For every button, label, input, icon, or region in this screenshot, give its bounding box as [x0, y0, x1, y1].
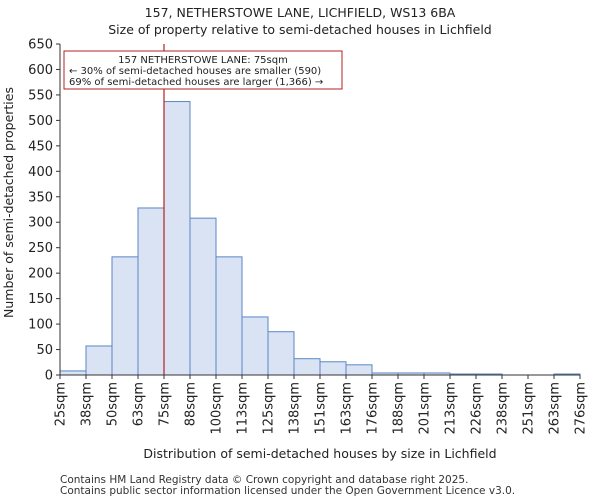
x-tick-label: 201sqm: [418, 382, 433, 435]
y-tick-label: 550: [28, 88, 53, 103]
y-tick-label: 200: [28, 267, 53, 282]
x-tick-label: 151sqm: [314, 382, 329, 435]
y-tick-label: 100: [28, 318, 53, 333]
x-tick-label: 238sqm: [496, 382, 511, 435]
footer-licence: Contains public sector information licen…: [60, 485, 516, 497]
histogram-bar: [345, 364, 373, 376]
y-tick-label: 50: [36, 343, 53, 358]
histogram-bar: [163, 101, 191, 376]
histogram-bar: [319, 361, 347, 376]
x-tick-label: 125sqm: [262, 382, 277, 435]
x-tick-label: 75sqm: [158, 382, 173, 426]
chart-subtitle: Size of property relative to semi-detach…: [108, 22, 492, 37]
x-tick-label: 38sqm: [80, 382, 95, 426]
x-tick-label: 100sqm: [210, 382, 225, 435]
histogram-bar: [59, 370, 87, 376]
x-tick-label: 138sqm: [288, 382, 303, 435]
annotation-larger: 69% of semi-detached houses are larger (…: [69, 77, 323, 88]
x-tick-label: 276sqm: [574, 382, 589, 435]
footer-copyright: Contains HM Land Registry data © Crown c…: [60, 474, 469, 486]
histogram-bar: [137, 207, 165, 376]
histogram-bar: [293, 358, 321, 376]
x-tick-label: 113sqm: [236, 382, 251, 435]
y-tick-label: 250: [28, 241, 53, 256]
y-tick-label: 0: [45, 369, 53, 384]
histogram-bar: [267, 331, 295, 376]
x-tick-label: 226sqm: [470, 382, 485, 435]
x-tick-label: 25sqm: [54, 382, 69, 426]
x-tick-label: 263sqm: [548, 382, 563, 435]
histogram-bar: [111, 256, 139, 376]
y-tick-label: 300: [28, 216, 53, 231]
x-tick-label: 163sqm: [340, 382, 355, 435]
x-tick-label: 50sqm: [106, 382, 121, 426]
x-tick-label: 63sqm: [132, 382, 147, 426]
y-tick-label: 500: [28, 114, 53, 129]
annotation-title: 157 NETHERSTOWE LANE: 75sqm: [118, 55, 288, 66]
x-axis-title: Distribution of semi-detached houses by …: [143, 446, 496, 461]
y-tick-label: 350: [28, 190, 53, 205]
y-tick-label: 650: [28, 38, 53, 53]
histogram-bar: [241, 316, 269, 376]
histogram-bar: [189, 217, 217, 376]
y-tick-label: 400: [28, 165, 53, 180]
annotation-smaller: ← 30% of semi-detached houses are smalle…: [69, 66, 321, 77]
y-tick-label: 150: [28, 292, 53, 307]
y-tick-label: 450: [28, 139, 53, 154]
x-tick-label: 176sqm: [366, 382, 381, 435]
y-axis-title: Number of semi-detached properties: [1, 87, 16, 318]
histogram-bar: [215, 256, 243, 376]
histogram-bar: [85, 345, 113, 376]
chart-title: 157, NETHERSTOWE LANE, LICHFIELD, WS13 6…: [144, 5, 456, 20]
x-tick-label: 213sqm: [444, 382, 459, 435]
x-tick-label: 251sqm: [522, 382, 537, 435]
x-tick-label: 188sqm: [392, 382, 407, 435]
annotation-box: [63, 50, 343, 90]
y-tick-label: 600: [28, 63, 53, 78]
x-tick-label: 88sqm: [184, 382, 199, 426]
